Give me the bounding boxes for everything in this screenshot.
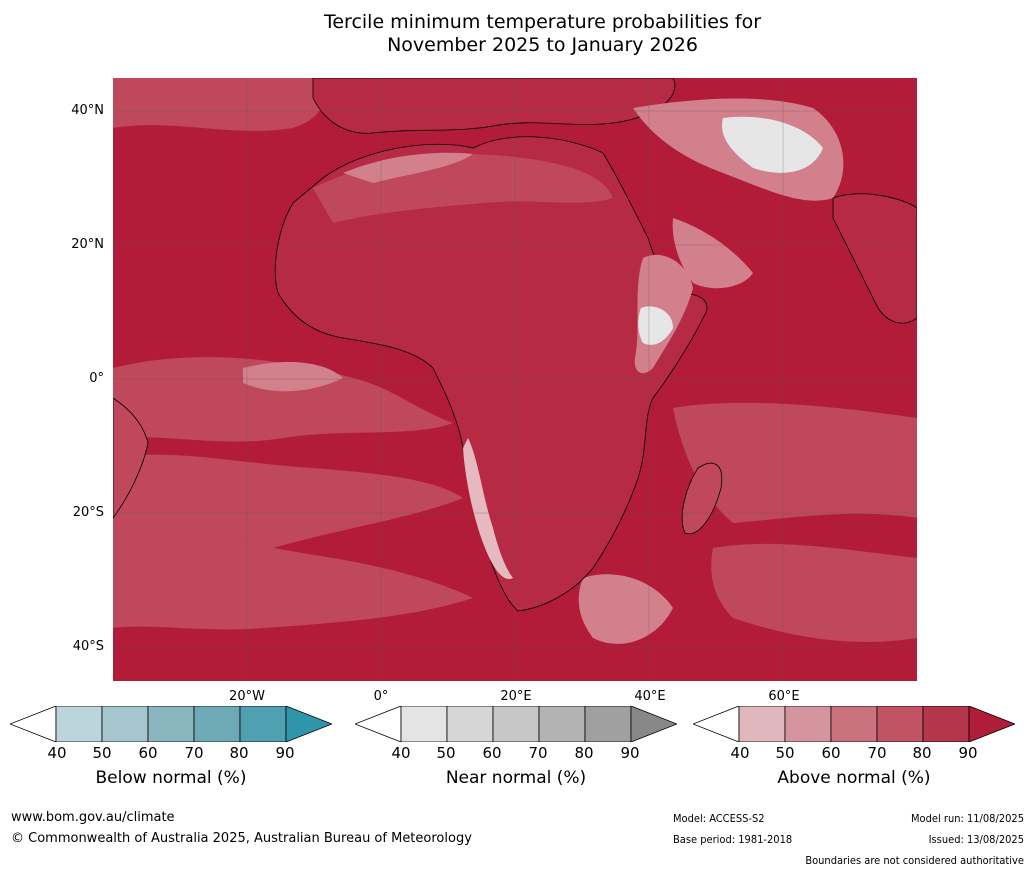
colorbar-under-extension (355, 706, 402, 742)
lat-label-0: 0° (89, 371, 104, 386)
south-america-edge (113, 397, 149, 519)
lon-label-60e: 60°E (768, 689, 800, 704)
lon-label-20w: 20°W (229, 689, 265, 704)
map-title-line2: November 2025 to January 2026 (387, 34, 698, 56)
colorbar-segment (584, 706, 632, 742)
tick: 40 (391, 744, 411, 762)
colorbar-segment (538, 706, 586, 742)
colorbar-segment (55, 706, 103, 742)
colorbar-segment (876, 706, 924, 742)
indian-ocean-patch2 (711, 543, 917, 642)
tick: 40 (47, 744, 67, 762)
footer-base-period: Base period: 1981-2018 (673, 833, 793, 846)
tick: 70 (528, 744, 548, 762)
colorbar-segment (147, 706, 195, 742)
indian-ocean-patch (673, 402, 917, 523)
footer-disclaimer: Boundaries are not considered authoritat… (805, 854, 1024, 867)
footer-issued: Issued: 13/08/2025 (928, 833, 1024, 846)
south-atlantic-patch2 (113, 535, 473, 630)
lat-label-20n: 20°N (71, 237, 104, 252)
colorbar-segment (784, 706, 832, 742)
tick: 70 (867, 744, 887, 762)
lon-label-40e: 40°E (634, 689, 666, 704)
footer-copyright: © Commonwealth of Australia 2025, Austra… (11, 831, 472, 846)
south-pale-patch (578, 574, 673, 644)
footer-website: www.bom.gov.au/climate (11, 810, 175, 825)
footer-model-run: Model run: 11/08/2025 (911, 812, 1024, 825)
colorbar-label-above: Above normal (%) (777, 768, 931, 788)
tick: 40 (730, 744, 750, 762)
tick: 90 (275, 744, 295, 762)
lat-label-20s: 20°S (72, 505, 104, 520)
tick: 80 (912, 744, 932, 762)
colorbar-below-normal (10, 706, 332, 742)
colorbar-over-extension (285, 706, 332, 742)
tick: 50 (775, 744, 795, 762)
colorbar-segment (830, 706, 878, 742)
lat-label-40s: 40°S (72, 639, 104, 654)
tick: 60 (821, 744, 841, 762)
tick: 90 (620, 744, 640, 762)
tick: 70 (184, 744, 204, 762)
tick: 80 (229, 744, 249, 762)
colorbar-segment (193, 706, 241, 742)
madagascar (681, 462, 723, 535)
lon-label-20e: 20°E (500, 689, 532, 704)
tick: 90 (958, 744, 978, 762)
colorbar-near-normal (355, 706, 677, 742)
africa-land (274, 136, 708, 612)
south-atlantic-patch (113, 454, 463, 558)
colorbar-above-normal (693, 706, 1015, 742)
equatorial-band-light (243, 362, 343, 392)
india-land (832, 193, 917, 324)
tick: 80 (574, 744, 594, 762)
probability-map (113, 78, 917, 681)
sw-africa-strip (463, 438, 513, 579)
iran-near-normal (722, 116, 823, 173)
sahara-pale (343, 152, 473, 183)
colorbar-label-below: Below normal (%) (95, 768, 247, 788)
colorbar-over-extension (630, 706, 677, 742)
lon-label-0: 0° (373, 689, 389, 704)
map-gridlines (113, 78, 917, 681)
colorbar-label-near: Near normal (%) (445, 768, 587, 788)
arabia-near-normal (672, 218, 753, 289)
footer-model: Model: ACCESS-S2 (673, 812, 765, 825)
colorbar-segment (738, 706, 786, 742)
colorbar-segment (446, 706, 494, 742)
colorbar-segment (922, 706, 970, 742)
lat-label-40n: 40°N (71, 103, 104, 118)
equatorial-band (113, 357, 453, 442)
colorbar-segment (239, 706, 287, 742)
colorbar-over-extension (968, 706, 1015, 742)
tick: 60 (138, 744, 158, 762)
colorbar-under-extension (693, 706, 740, 742)
colorbar-segment (101, 706, 149, 742)
tick: 50 (436, 744, 456, 762)
tick: 50 (92, 744, 112, 762)
ethiopia-white (638, 306, 673, 345)
colorbar-segment (400, 706, 448, 742)
colorbar-under-extension (10, 706, 57, 742)
tick: 60 (482, 744, 502, 762)
map-title-line1: Tercile minimum temperature probabilitie… (323, 11, 762, 33)
north-top-patch (113, 78, 324, 131)
colorbar-segment (492, 706, 540, 742)
